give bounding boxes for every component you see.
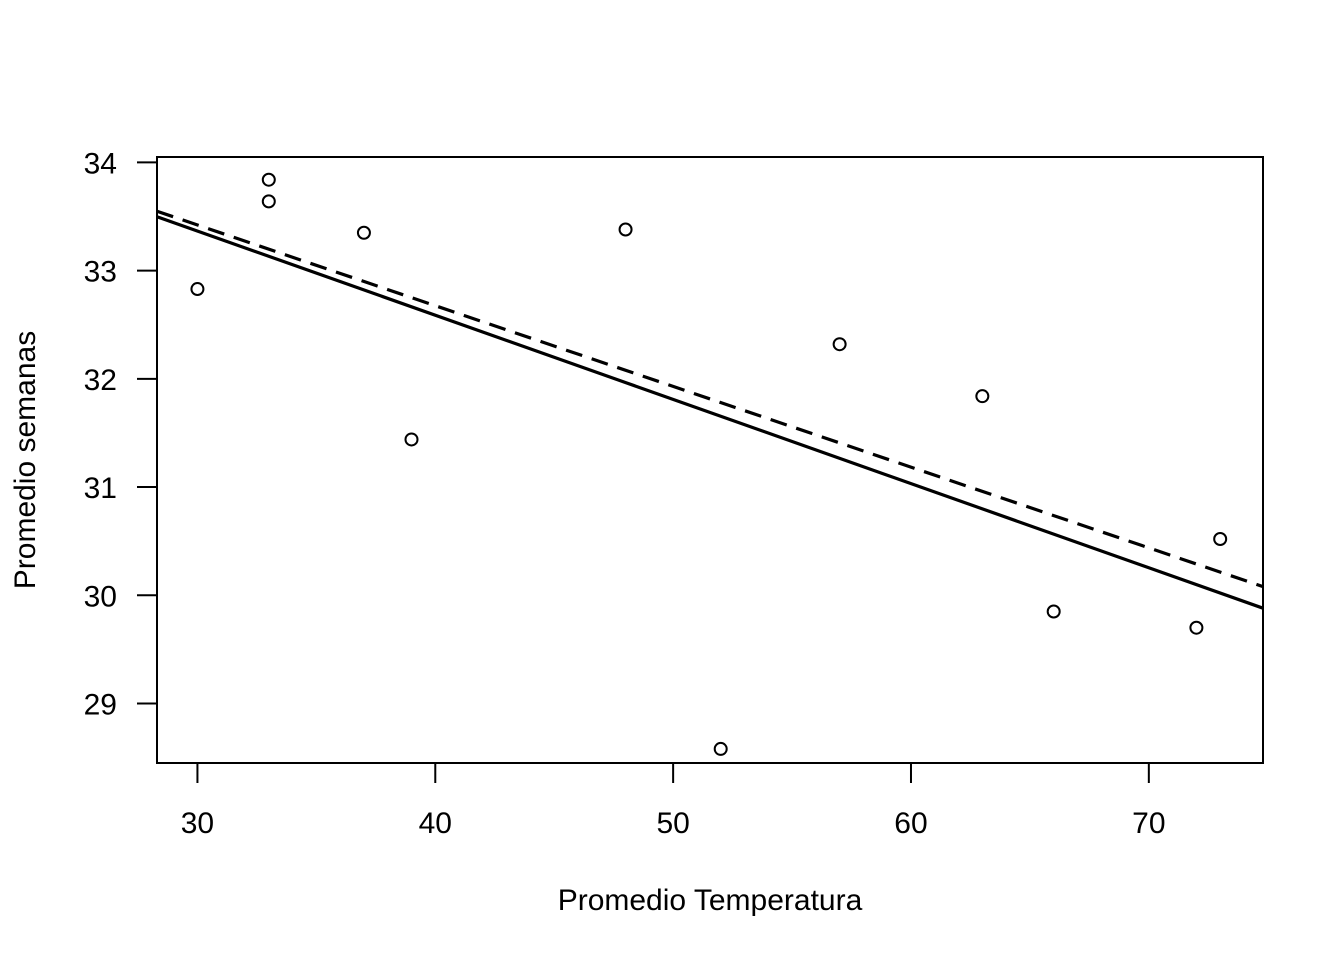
data-points — [190, 172, 1228, 756]
x-tick-label: 50 — [656, 807, 689, 840]
data-point — [618, 222, 633, 237]
x-axis-label: Promedio Temperatura — [558, 884, 863, 917]
x-tick-label: 30 — [181, 807, 214, 840]
y-tick-label: 32 — [84, 364, 117, 397]
data-point — [261, 172, 276, 187]
y-tick-label: 34 — [84, 147, 117, 180]
fit-line-solid — [156, 215, 1264, 610]
y-tick-label: 29 — [84, 688, 117, 721]
data-point — [404, 432, 419, 447]
y-axis: 29 30 31 32 33 34 — [84, 147, 158, 721]
data-point — [261, 194, 276, 209]
data-point — [832, 337, 847, 352]
y-tick-label: 30 — [84, 580, 117, 613]
y-tick-label: 31 — [84, 472, 117, 505]
data-point — [1046, 604, 1061, 619]
data-point — [356, 225, 371, 240]
data-point — [1189, 620, 1204, 635]
x-axis: 30 40 50 60 70 — [181, 762, 1166, 840]
data-point — [713, 741, 728, 756]
fit-lines — [156, 209, 1264, 610]
y-tick-label: 33 — [84, 256, 117, 289]
x-tick-label: 70 — [1132, 807, 1165, 840]
data-point — [975, 389, 990, 404]
y-axis-label: Promedio semanas — [9, 331, 42, 589]
x-tick-label: 40 — [419, 807, 452, 840]
fit-line-dashed — [156, 209, 1264, 589]
data-point — [1213, 531, 1228, 546]
data-point — [190, 282, 205, 297]
x-tick-label: 60 — [894, 807, 927, 840]
